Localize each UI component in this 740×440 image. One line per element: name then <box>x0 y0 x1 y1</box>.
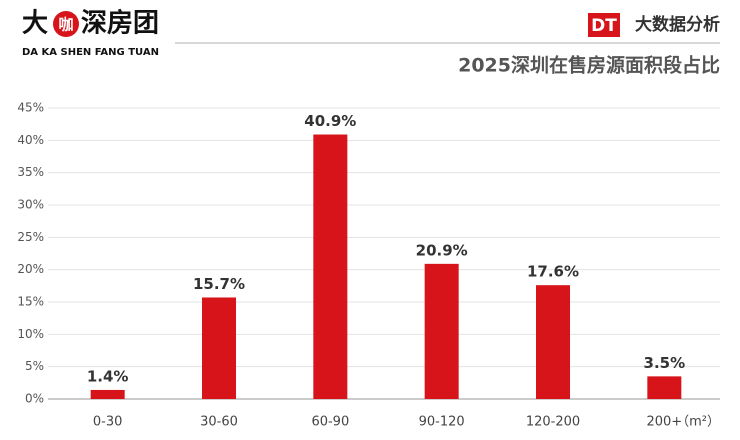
value-label: 3.5% <box>644 354 686 372</box>
value-label: 1.4% <box>87 367 129 385</box>
x-tick-label: 60-90 <box>311 415 349 430</box>
y-tick-label: 5% <box>25 359 44 373</box>
bar <box>313 134 348 399</box>
value-label: 15.7% <box>193 275 245 293</box>
logo-part: 咖 <box>58 16 73 34</box>
badge: DT <box>591 16 617 36</box>
y-tick-label: 0% <box>25 392 44 406</box>
bar <box>202 297 236 399</box>
bar <box>90 389 125 399</box>
badge-box <box>588 13 620 37</box>
bar <box>647 376 682 399</box>
x-tick-label: 90-120 <box>419 415 465 430</box>
y-tick-label: 15% <box>17 295 44 309</box>
badge-text: 大数据分析 <box>635 14 720 35</box>
value-label: 40.9% <box>304 112 356 130</box>
y-tick-label: 35% <box>17 165 44 179</box>
logo-subtitle: DA KA SHEN FANG TUAN <box>22 47 159 58</box>
value-label: 17.6% <box>527 263 579 281</box>
y-tick-label: 30% <box>17 198 44 212</box>
y-tick-label: 40% <box>17 133 44 147</box>
logo-part: 大 <box>22 9 48 39</box>
x-unit: （m²） <box>676 415 720 430</box>
logo-part: 深房团 <box>81 9 159 39</box>
x-tick-label: 30-60 <box>200 415 238 430</box>
logo-circle <box>53 11 79 37</box>
x-tick-label: 120-200 <box>526 415 580 430</box>
y-tick-label: 25% <box>17 230 44 244</box>
x-tick-label: 0-30 <box>93 415 123 430</box>
value-label: 20.9% <box>416 241 468 259</box>
y-tick-label: 20% <box>17 262 44 276</box>
bar <box>536 285 570 399</box>
chart-title: 2025深圳在售房源面积段占比 <box>458 54 720 77</box>
x-tick-label: 200+ <box>646 415 682 430</box>
y-tick-label: 10% <box>17 327 44 341</box>
y-tick-label: 45% <box>17 101 44 115</box>
bar <box>424 263 459 399</box>
